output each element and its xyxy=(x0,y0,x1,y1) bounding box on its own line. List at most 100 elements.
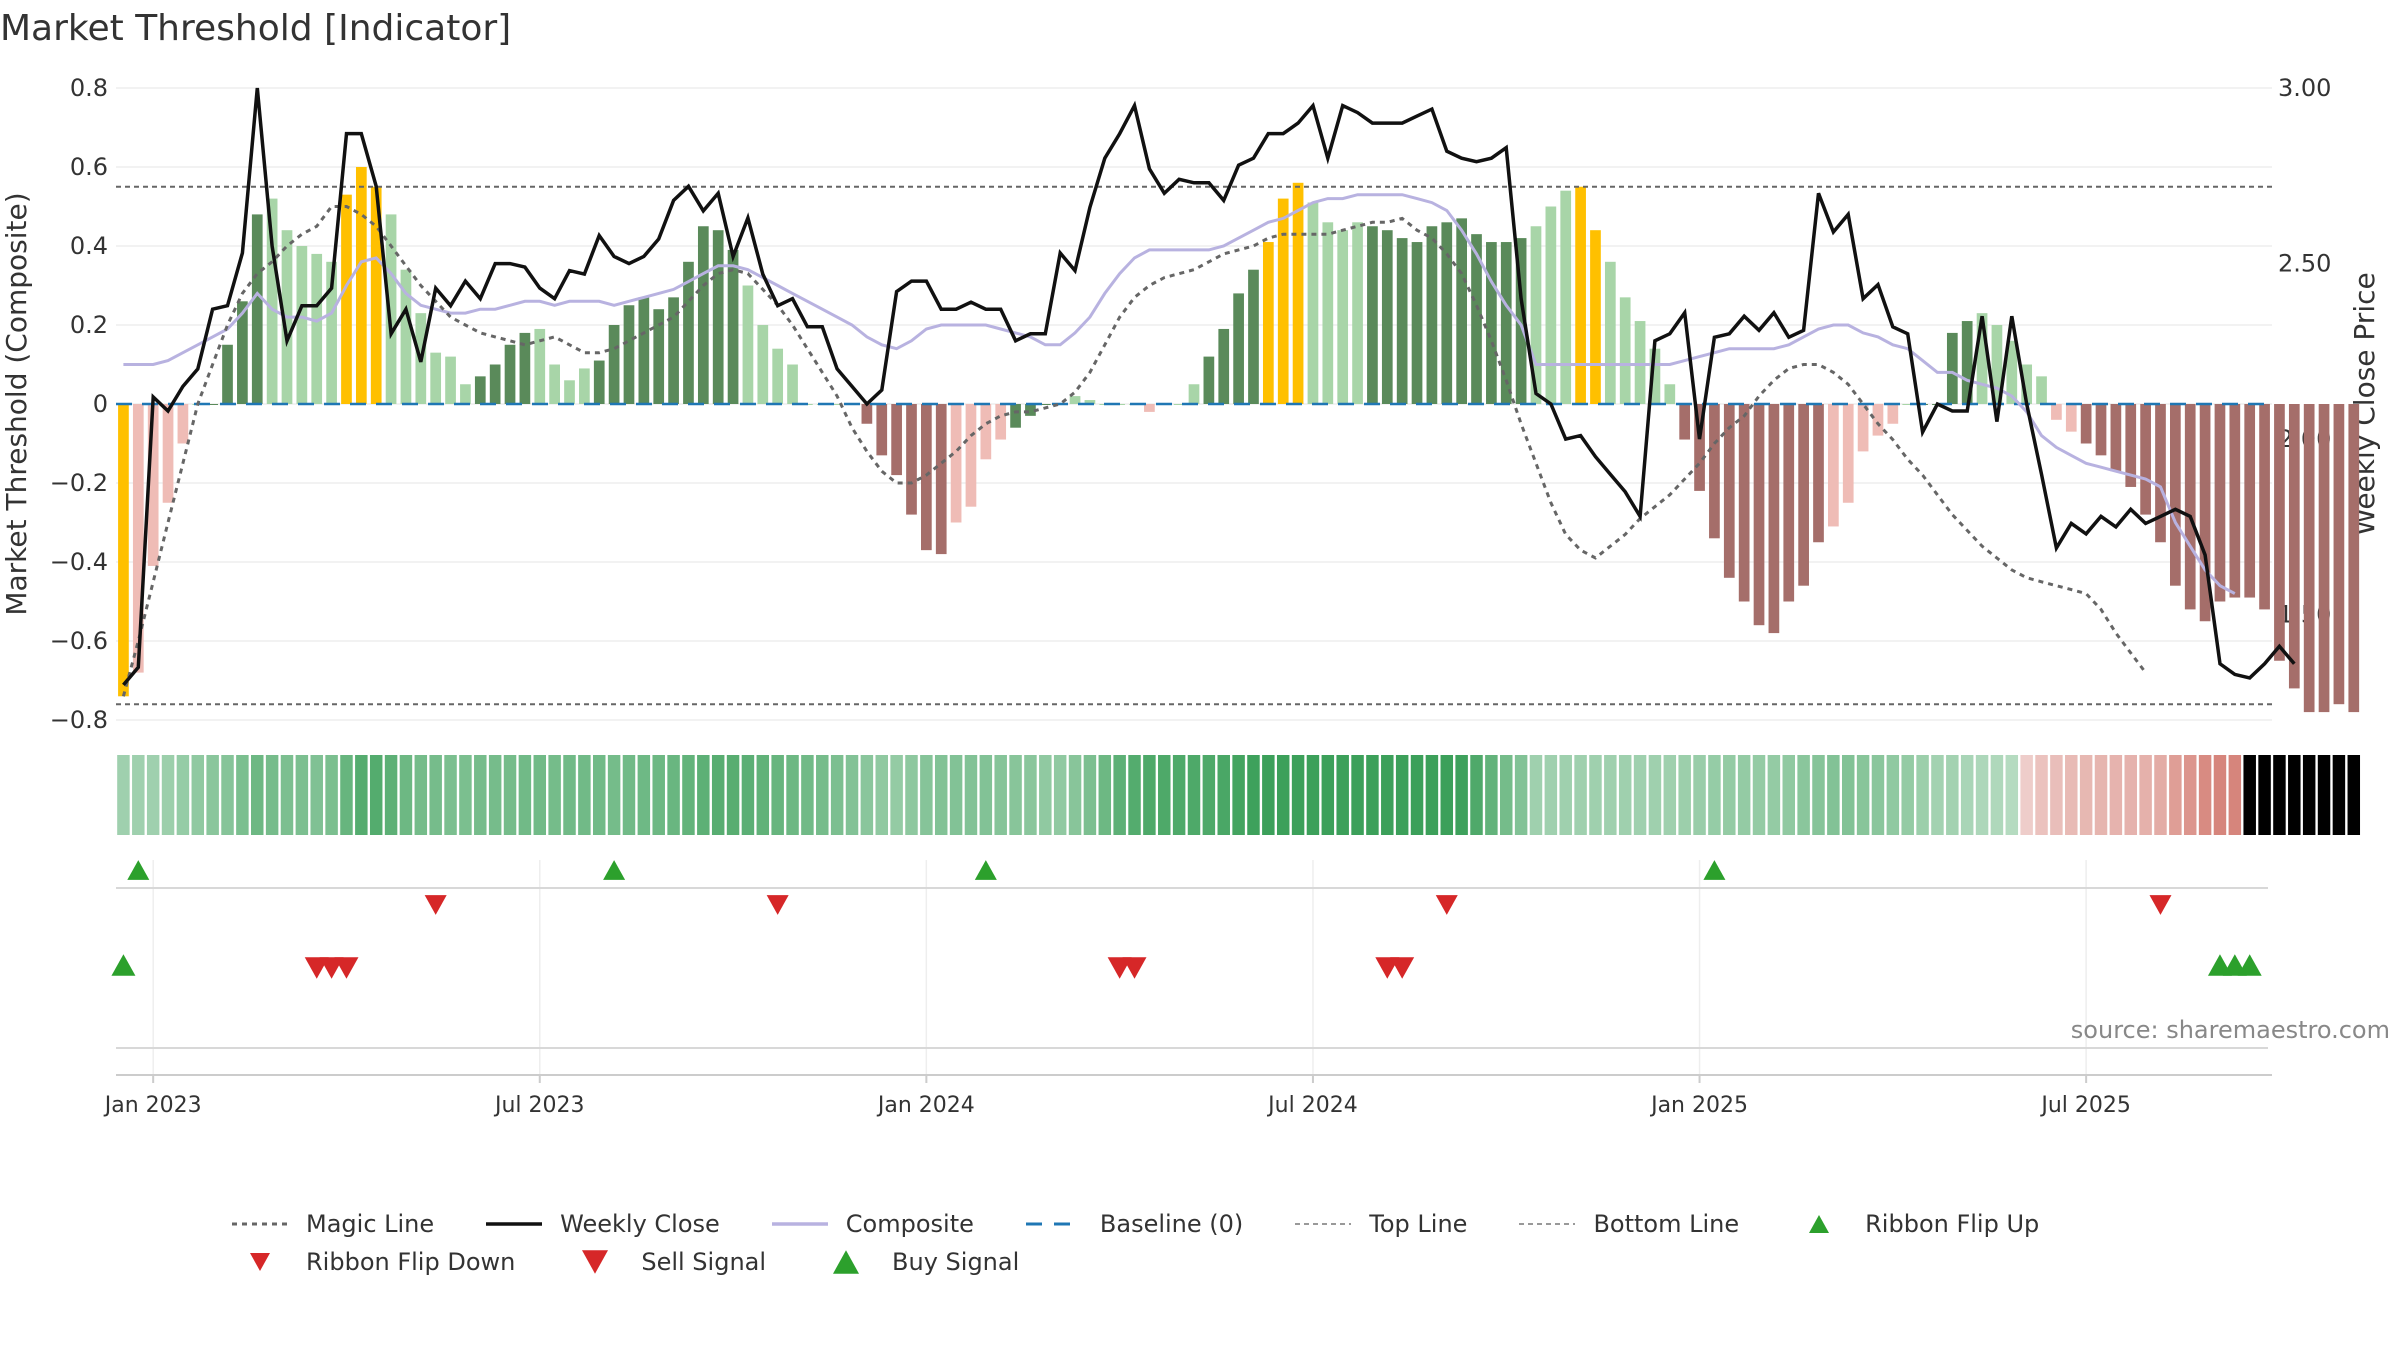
ribbon-cell xyxy=(1276,755,1290,835)
composite-bar xyxy=(2021,364,2033,404)
ribbon-cell xyxy=(191,755,205,835)
ribbon-cell xyxy=(2079,755,2093,835)
ribbon-cell xyxy=(2169,755,2182,835)
ribbon-cell xyxy=(1693,755,1706,835)
composite-bar xyxy=(177,404,189,444)
legend-swatch xyxy=(1025,1222,1082,1226)
composite-bar xyxy=(1768,404,1780,634)
ribbon-cell xyxy=(2198,755,2212,835)
ribbon-cell xyxy=(444,755,457,835)
ribbon-cell xyxy=(979,755,993,835)
composite-bar xyxy=(207,404,219,405)
composite-bar xyxy=(296,246,308,404)
composite-bar xyxy=(2274,404,2285,661)
ribbon-cell xyxy=(533,755,547,835)
composite-bar xyxy=(1441,222,1453,404)
composite-bar xyxy=(2080,404,2092,444)
composite-bar xyxy=(1694,404,1705,491)
composite-bar xyxy=(1203,356,1215,404)
ribbon-flip-down-marker xyxy=(1435,895,1458,915)
composite-bar xyxy=(1233,293,1244,404)
ribbon-cell xyxy=(117,755,130,835)
ribbon-cell xyxy=(146,755,160,835)
composite-bar xyxy=(2095,404,2107,456)
ribbon-flip-down-marker xyxy=(766,895,789,915)
ribbon-cell xyxy=(161,755,175,835)
composite-bar xyxy=(1813,404,1824,543)
ribbon-cell xyxy=(1752,755,1766,835)
legend-item: Weekly Close xyxy=(484,1210,720,1238)
legend-swatch xyxy=(250,1253,270,1271)
ribbon-cell xyxy=(2139,755,2152,835)
ribbon-cell xyxy=(295,755,309,835)
ribbon-cell xyxy=(711,755,725,835)
ribbon-cell xyxy=(1856,755,1870,835)
composite-bar xyxy=(2199,404,2211,622)
ribbon-cell xyxy=(1395,755,1409,835)
ribbon-cell xyxy=(2154,755,2167,835)
legend-item: Top Line xyxy=(1293,1210,1467,1238)
composite-bar xyxy=(1560,190,1572,404)
ribbon-cell xyxy=(518,755,532,835)
composite-bar xyxy=(876,404,888,456)
ribbon-cell xyxy=(1202,755,1216,835)
legend-item: Baseline (0) xyxy=(1024,1210,1243,1238)
ribbon-cell xyxy=(1143,755,1156,835)
y-tick-label-left: 0.6 xyxy=(70,153,108,181)
ribbon-cell xyxy=(1083,755,1097,835)
ribbon-cell xyxy=(2020,755,2033,835)
ribbon-cell xyxy=(667,755,680,835)
ribbon-cell xyxy=(1886,755,1900,835)
ribbon-flip-up-marker xyxy=(127,860,150,880)
composite-bar xyxy=(474,376,486,404)
ribbon-cell xyxy=(934,755,948,835)
composite-bar xyxy=(534,328,546,404)
composite-bar xyxy=(2125,404,2137,487)
composite-bar xyxy=(1039,404,1051,405)
legend-swatch xyxy=(1295,1223,1352,1225)
ribbon-cell xyxy=(1291,755,1305,835)
composite-bar xyxy=(772,348,784,404)
ribbon-cell xyxy=(875,755,888,835)
legend: Magic Line Weekly Close Composite Baseline … xyxy=(230,1205,2380,1281)
composite-bar xyxy=(2214,404,2226,602)
y-tick-label-right: 2.50 xyxy=(2278,250,2331,278)
composite-bar xyxy=(1545,206,1557,404)
ribbon-cell xyxy=(1321,755,1335,835)
ribbon-cell xyxy=(1039,755,1052,835)
ribbon-cell xyxy=(221,755,234,835)
ribbon-cell xyxy=(1262,755,1275,835)
ribbon-cell xyxy=(2183,755,2197,835)
composite-bar xyxy=(623,305,635,404)
ribbon-cell xyxy=(1351,755,1364,835)
composite-bar xyxy=(2259,404,2270,610)
legend-label: Weekly Close xyxy=(560,1210,720,1238)
x-tick-label: Jan 2023 xyxy=(103,1093,202,1118)
composite-bar xyxy=(1604,261,1616,404)
y-tick-label-left: 0.2 xyxy=(70,311,108,339)
ribbon-cell xyxy=(1128,755,1141,835)
legend-item: Bottom Line xyxy=(1517,1210,1739,1238)
triangle-up-icon xyxy=(1809,1215,1830,1233)
ribbon-cell xyxy=(340,755,353,835)
composite-bar xyxy=(608,325,620,404)
composite-bar xyxy=(787,364,798,404)
composite-bar xyxy=(2065,404,2077,432)
ribbon-cell xyxy=(1812,755,1825,835)
y-tick-label-left: −0.8 xyxy=(50,706,108,734)
composite-bar xyxy=(1991,325,2003,404)
buy-signal-marker xyxy=(111,954,136,976)
ribbon-cell xyxy=(1544,755,1558,835)
composite-bar xyxy=(1471,234,1482,404)
composite-bar xyxy=(2169,404,2181,586)
composite-bar xyxy=(1634,321,1646,404)
composite-bar xyxy=(712,230,724,404)
composite-bar xyxy=(1381,230,1393,404)
ribbon-cell xyxy=(756,755,770,835)
ribbon-cell xyxy=(2213,755,2227,835)
ribbon-cell xyxy=(2288,755,2301,835)
composite-bar xyxy=(1872,404,1884,436)
ribbon-cell xyxy=(1410,755,1424,835)
composite-bar xyxy=(1426,226,1438,404)
